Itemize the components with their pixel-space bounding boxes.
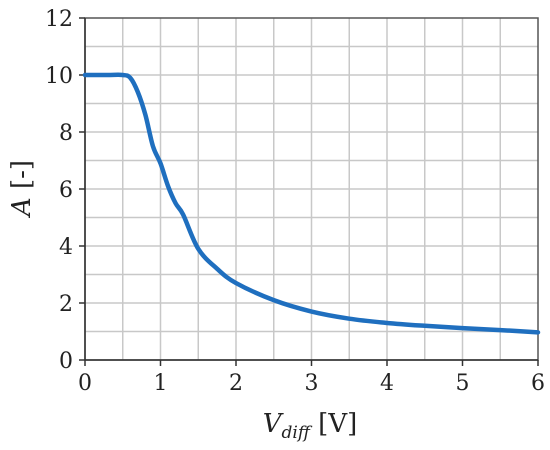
y-tick-label: 6 [59, 178, 73, 203]
series-line-0 [82, 72, 541, 335]
x-tick-label: 6 [531, 371, 545, 396]
y-axis-label: A [-] [7, 160, 37, 218]
x-axis-label-sub: diff [282, 423, 313, 443]
y-tick-label: 2 [59, 292, 73, 317]
y-axis-label-main: A [7, 197, 37, 218]
grid [85, 18, 538, 360]
series-layer [82, 72, 541, 335]
x-axis-label: Vdiff [V] [263, 409, 357, 443]
y-tick-label: 0 [59, 349, 73, 374]
y-axis-label-unit: [-] [7, 160, 37, 197]
x-tick-label: 0 [78, 371, 92, 396]
x-tick-label: 5 [456, 371, 470, 396]
y-tick-label: 4 [59, 235, 73, 260]
x-tick-label: 1 [154, 371, 168, 396]
x-axis-label-unit: [V] [310, 409, 357, 439]
x-tick-label: 3 [305, 371, 319, 396]
y-tick-label: 12 [45, 7, 73, 32]
x-axis-label-main: V [263, 409, 284, 439]
y-tick-label: 10 [45, 64, 73, 89]
x-tick-label: 4 [380, 371, 394, 396]
y-tick-label: 8 [59, 121, 73, 146]
x-tick-label: 2 [229, 371, 243, 396]
